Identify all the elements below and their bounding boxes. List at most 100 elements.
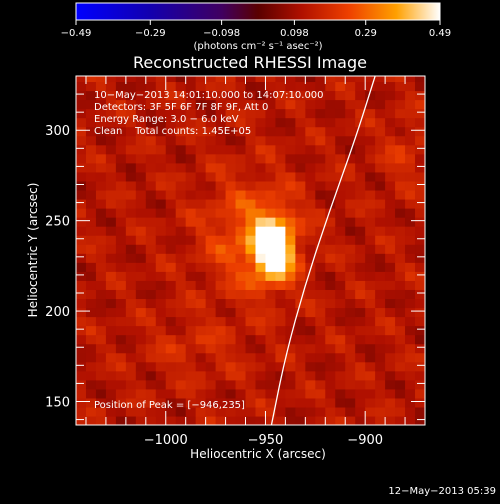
heatmap-cell bbox=[215, 316, 227, 327]
heatmap-cell bbox=[295, 126, 306, 137]
heatmap-cell bbox=[235, 108, 247, 119]
heatmap-cell bbox=[115, 262, 127, 272]
heatmap-cell bbox=[265, 244, 277, 254]
heatmap-cell bbox=[215, 262, 227, 272]
heatmap-cell bbox=[315, 244, 326, 254]
heatmap-cell bbox=[275, 144, 286, 155]
heatmap-cell bbox=[325, 280, 336, 290]
heatmap-cell bbox=[85, 235, 97, 245]
heatmap-cell bbox=[195, 198, 207, 209]
heatmap-cell bbox=[295, 388, 306, 399]
heatmap-cell bbox=[205, 153, 217, 164]
heatmap-cell bbox=[205, 81, 217, 92]
heatmap-cell bbox=[85, 126, 97, 137]
heatmap-cell bbox=[345, 307, 356, 318]
heatmap-cell bbox=[315, 90, 326, 101]
heatmap-cell bbox=[395, 162, 406, 173]
heatmap-cell bbox=[76, 208, 87, 218]
annotation-energy-range: Energy Range: 3.0 − 6.0 keV bbox=[94, 114, 239, 125]
heatmap-cell bbox=[325, 379, 336, 390]
heatmap-cell bbox=[355, 226, 366, 236]
heatmap-cell bbox=[295, 271, 306, 281]
heatmap-cell bbox=[205, 307, 217, 318]
heatmap-cell bbox=[295, 162, 306, 173]
heatmap-cell bbox=[265, 325, 277, 336]
heatmap-cell bbox=[395, 144, 406, 155]
heatmap-cell bbox=[295, 235, 306, 245]
heatmap-cell bbox=[345, 81, 356, 92]
heatmap-cell bbox=[355, 244, 366, 254]
heatmap-cell bbox=[335, 298, 346, 309]
heatmap-cell bbox=[405, 153, 416, 164]
heatmap-cell bbox=[225, 352, 237, 363]
heatmap-cell bbox=[405, 253, 416, 263]
heatmap-cell bbox=[235, 117, 247, 128]
heatmap-cell bbox=[165, 244, 177, 254]
heatmap-cell bbox=[175, 298, 187, 309]
heatmap-cell bbox=[315, 307, 326, 318]
heatmap-cell bbox=[265, 415, 277, 425]
heatmap-cell bbox=[165, 217, 177, 227]
heatmap-cell bbox=[285, 126, 296, 137]
heatmap-cell bbox=[195, 370, 207, 381]
heatmap-cell bbox=[415, 325, 425, 336]
heatmap-cell bbox=[175, 370, 187, 381]
heatmap bbox=[76, 76, 425, 425]
heatmap-cell bbox=[245, 316, 257, 327]
heatmap-cell bbox=[115, 117, 127, 128]
heatmap-cell bbox=[225, 126, 237, 137]
heatmap-cell bbox=[205, 76, 217, 83]
heatmap-cell bbox=[185, 153, 197, 164]
heatmap-cell bbox=[405, 316, 416, 327]
heatmap-cell bbox=[235, 370, 247, 381]
heatmap-cell bbox=[375, 117, 386, 128]
heatmap-cell bbox=[305, 135, 316, 146]
heatmap-cell bbox=[155, 81, 167, 92]
heatmap-cell bbox=[95, 226, 107, 236]
heatmap-cell bbox=[295, 253, 306, 263]
heatmap-cell bbox=[345, 144, 356, 155]
heatmap-cell bbox=[185, 189, 197, 200]
heatmap-cell bbox=[375, 144, 386, 155]
heatmap-cell bbox=[105, 307, 117, 318]
heatmap-cell bbox=[305, 361, 316, 372]
heatmap-cell bbox=[405, 226, 416, 236]
heatmap-cell bbox=[305, 370, 316, 381]
heatmap-cell bbox=[285, 135, 296, 146]
heatmap-cell bbox=[215, 126, 227, 137]
heatmap-cell bbox=[95, 217, 107, 227]
heatmap-cell bbox=[85, 81, 97, 92]
heatmap-cell bbox=[235, 406, 247, 417]
heatmap-cell bbox=[335, 262, 346, 272]
heatmap-cell bbox=[335, 189, 346, 200]
heatmap-cell bbox=[95, 90, 107, 101]
annotation-detectors: Detectors: 3F 5F 6F 7F 8F 9F, Att 0 bbox=[94, 102, 268, 113]
heatmap-cell bbox=[305, 343, 316, 354]
heatmap-cell bbox=[145, 280, 157, 290]
heatmap-cell bbox=[145, 171, 157, 182]
heatmap-cell bbox=[155, 352, 167, 363]
x-tick-label: −900 bbox=[347, 433, 383, 448]
heatmap-cell bbox=[165, 280, 177, 290]
heatmap-cell bbox=[265, 126, 277, 137]
heatmap-cell bbox=[155, 180, 167, 191]
heatmap-cell bbox=[225, 280, 237, 290]
heatmap-cell bbox=[415, 198, 425, 209]
heatmap-cell bbox=[405, 81, 416, 92]
heatmap-cell bbox=[315, 370, 326, 381]
heatmap-cell bbox=[245, 108, 257, 119]
heatmap-cell bbox=[76, 271, 87, 281]
heatmap-cell bbox=[305, 144, 316, 155]
heatmap-cell bbox=[245, 370, 257, 381]
heatmap-cell bbox=[295, 90, 306, 101]
heatmap-cell bbox=[285, 370, 296, 381]
heatmap-cell bbox=[365, 253, 376, 263]
heatmap-cell bbox=[185, 406, 197, 417]
heatmap-cell bbox=[265, 217, 277, 227]
heatmap-cell bbox=[265, 189, 277, 200]
heatmap-cell bbox=[365, 298, 376, 309]
heatmap-cell bbox=[395, 316, 406, 327]
heatmap-cell bbox=[165, 90, 177, 101]
heatmap-cell bbox=[95, 397, 107, 408]
annotation-peak-position: Position of Peak = [−946,235] bbox=[94, 400, 245, 411]
